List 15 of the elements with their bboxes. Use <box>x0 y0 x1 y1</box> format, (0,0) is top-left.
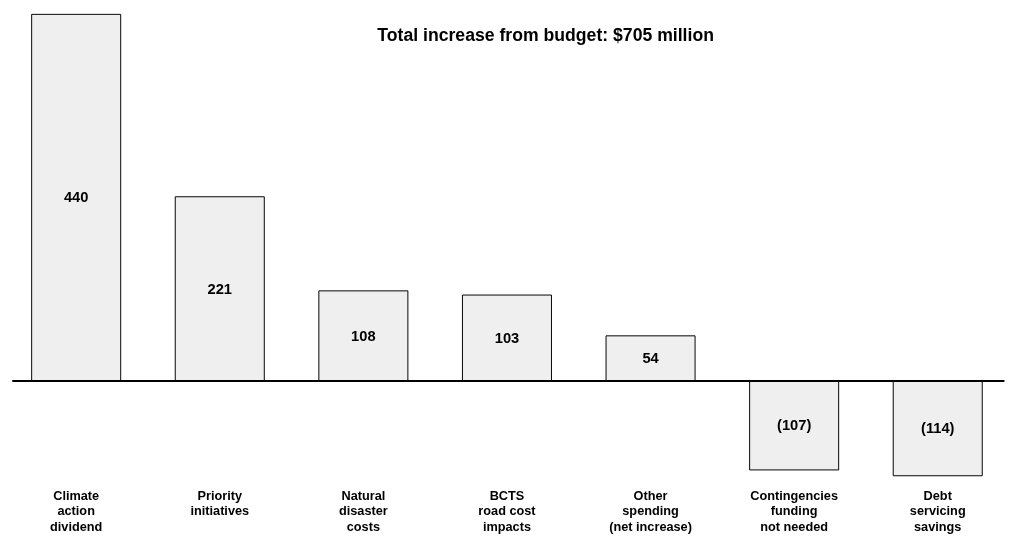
data-label: 108 <box>351 327 376 344</box>
x-tick-label: Priority initiatives <box>190 487 250 519</box>
x-tick-label: Contingencies funding not needed <box>750 487 838 535</box>
x-tick-label: Natural disaster costs <box>338 487 388 535</box>
x-tick-label: Climate action dividend <box>50 487 103 535</box>
x-tick-label: BCTS road cost impacts <box>478 487 537 535</box>
data-label: (114) <box>920 420 955 437</box>
data-label: 54 <box>642 350 660 367</box>
x-tick-label: Other spending (net increase) <box>609 487 692 535</box>
data-label: 221 <box>207 280 233 297</box>
text: Total increase from budget: $705 million <box>377 24 714 45</box>
data-label: 103 <box>494 329 520 346</box>
data-label: 440 <box>63 189 89 206</box>
x-tick-label: Debt servicing savings <box>909 487 966 535</box>
data-label: (107) <box>776 417 812 434</box>
